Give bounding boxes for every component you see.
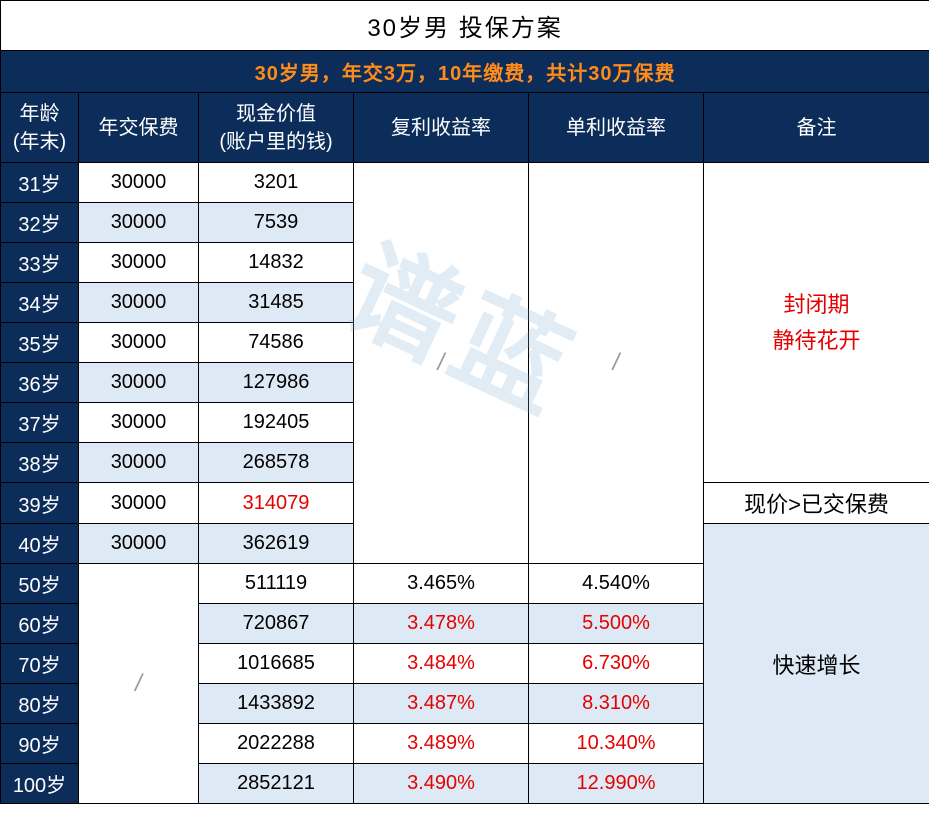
cash-cell: 7539 bbox=[199, 203, 354, 243]
simple-cell: 12.990% bbox=[529, 764, 704, 804]
age-cell: 70岁 bbox=[1, 644, 79, 684]
cash-cell: 314079 bbox=[199, 483, 354, 524]
simple-cell: 8.310% bbox=[529, 684, 704, 724]
cash-cell: 362619 bbox=[199, 524, 354, 564]
age-cell: 37岁 bbox=[1, 403, 79, 443]
compound-cell: 3.490% bbox=[354, 764, 529, 804]
premium-cell: 30000 bbox=[79, 403, 199, 443]
header-premium: 年交保费 bbox=[79, 93, 199, 163]
subtitle-row: 30岁男，年交3万，10年缴费，共计30万保费 bbox=[1, 51, 929, 93]
cash-cell: 2022288 bbox=[199, 724, 354, 764]
table-container: 谱蓝 30岁男 投保方案 30岁男，年交3万，10年缴费，共计30万保费 年龄(… bbox=[0, 0, 929, 804]
compound-cell: 3.465% bbox=[354, 564, 529, 604]
age-cell: 36岁 bbox=[1, 363, 79, 403]
premium-cell: 30000 bbox=[79, 163, 199, 203]
cash-cell: 14832 bbox=[199, 243, 354, 283]
cash-cell: 74586 bbox=[199, 323, 354, 363]
header-compound: 复利收益率 bbox=[354, 93, 529, 163]
age-cell: 40岁 bbox=[1, 524, 79, 564]
age-cell: 60岁 bbox=[1, 604, 79, 644]
age-cell: 80岁 bbox=[1, 684, 79, 724]
age-cell: 32岁 bbox=[1, 203, 79, 243]
compound-empty bbox=[354, 163, 529, 564]
cash-cell: 127986 bbox=[199, 363, 354, 403]
compound-cell: 3.484% bbox=[354, 644, 529, 684]
age-cell: 31岁 bbox=[1, 163, 79, 203]
cash-cell: 2852121 bbox=[199, 764, 354, 804]
cash-cell: 1433892 bbox=[199, 684, 354, 724]
header-remarks: 备注 bbox=[704, 93, 929, 163]
title-cell: 30岁男 投保方案 bbox=[1, 1, 929, 51]
compound-cell: 3.487% bbox=[354, 684, 529, 724]
cash-cell: 3201 bbox=[199, 163, 354, 203]
premium-cell: 30000 bbox=[79, 363, 199, 403]
cash-cell: 268578 bbox=[199, 443, 354, 483]
age-cell: 100岁 bbox=[1, 764, 79, 804]
premium-cell: 30000 bbox=[79, 243, 199, 283]
simple-cell: 5.500% bbox=[529, 604, 704, 644]
age-cell: 38岁 bbox=[1, 443, 79, 483]
age-cell: 35岁 bbox=[1, 323, 79, 363]
compound-cell: 3.478% bbox=[354, 604, 529, 644]
premium-cell: 30000 bbox=[79, 483, 199, 524]
premium-cell: 30000 bbox=[79, 323, 199, 363]
premium-cell: 30000 bbox=[79, 203, 199, 243]
premium-cell: 30000 bbox=[79, 443, 199, 483]
header-cash-value: 现金价值(账户里的钱) bbox=[199, 93, 354, 163]
age-cell: 34岁 bbox=[1, 283, 79, 323]
age-cell: 33岁 bbox=[1, 243, 79, 283]
title-row: 30岁男 投保方案 bbox=[1, 1, 929, 51]
age-cell: 39岁 bbox=[1, 483, 79, 524]
cash-cell: 31485 bbox=[199, 283, 354, 323]
compound-cell: 3.489% bbox=[354, 724, 529, 764]
age-cell: 50岁 bbox=[1, 564, 79, 604]
remarks-threshold: 现价>已交保费 bbox=[704, 483, 929, 524]
age-cell: 90岁 bbox=[1, 724, 79, 764]
premium-empty bbox=[79, 564, 199, 804]
simple-cell: 6.730% bbox=[529, 644, 704, 684]
header-row: 年龄(年末) 年交保费 现金价值(账户里的钱) 复利收益率 单利收益率 备注 bbox=[1, 93, 929, 163]
header-simple: 单利收益率 bbox=[529, 93, 704, 163]
cash-cell: 720867 bbox=[199, 604, 354, 644]
cash-cell: 511119 bbox=[199, 564, 354, 604]
remarks-closed: 封闭期静待花开 bbox=[704, 163, 929, 483]
table-row: 31岁 30000 3201 封闭期静待花开 bbox=[1, 163, 929, 203]
premium-cell: 30000 bbox=[79, 524, 199, 564]
header-age: 年龄(年末) bbox=[1, 93, 79, 163]
simple-empty bbox=[529, 163, 704, 564]
cash-cell: 1016685 bbox=[199, 644, 354, 684]
premium-cell: 30000 bbox=[79, 283, 199, 323]
insurance-table: 30岁男 投保方案 30岁男，年交3万，10年缴费，共计30万保费 年龄(年末)… bbox=[0, 0, 929, 804]
simple-cell: 10.340% bbox=[529, 724, 704, 764]
subtitle-cell: 30岁男，年交3万，10年缴费，共计30万保费 bbox=[1, 51, 929, 93]
remarks-growth: 快速增长 bbox=[704, 524, 929, 804]
simple-cell: 4.540% bbox=[529, 564, 704, 604]
cash-cell: 192405 bbox=[199, 403, 354, 443]
